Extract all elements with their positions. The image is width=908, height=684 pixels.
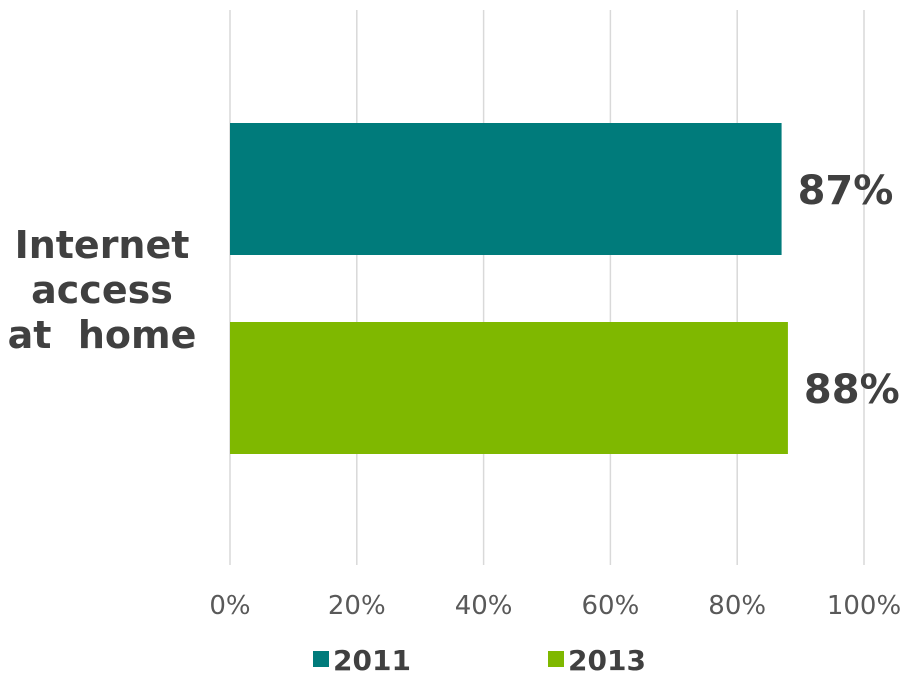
- x-axis-ticks: 0% 20% 40% 60% 80% 100%: [209, 591, 901, 621]
- gridlines: [229, 10, 865, 565]
- bars: [230, 123, 788, 454]
- legend-swatch: [313, 651, 329, 667]
- x-tick-label: 60%: [582, 591, 640, 621]
- bar-2013: [230, 322, 788, 454]
- x-tick-label: 80%: [708, 591, 766, 621]
- legend-item-2013: 2013: [548, 644, 646, 677]
- legend-swatch: [548, 651, 564, 667]
- x-tick-label: 0%: [209, 591, 250, 621]
- category-label-line: at home: [8, 313, 197, 357]
- x-tick-label: 20%: [328, 591, 386, 621]
- category-label: Internet access at home: [8, 223, 197, 357]
- legend: 2011 2013: [313, 644, 646, 677]
- legend-item-2011: 2011: [313, 644, 411, 677]
- category-label-line: Internet: [15, 223, 190, 267]
- x-tick-label: 40%: [455, 591, 513, 621]
- legend-label: 2011: [333, 644, 411, 677]
- category-label-line: access: [31, 268, 173, 312]
- data-label-2011: 87%: [798, 168, 894, 214]
- legend-label: 2013: [568, 644, 646, 677]
- data-labels: 87% 88%: [798, 168, 900, 413]
- x-tick-label: 100%: [827, 591, 901, 621]
- data-label-2013: 88%: [804, 367, 900, 413]
- bar-2011: [230, 123, 782, 255]
